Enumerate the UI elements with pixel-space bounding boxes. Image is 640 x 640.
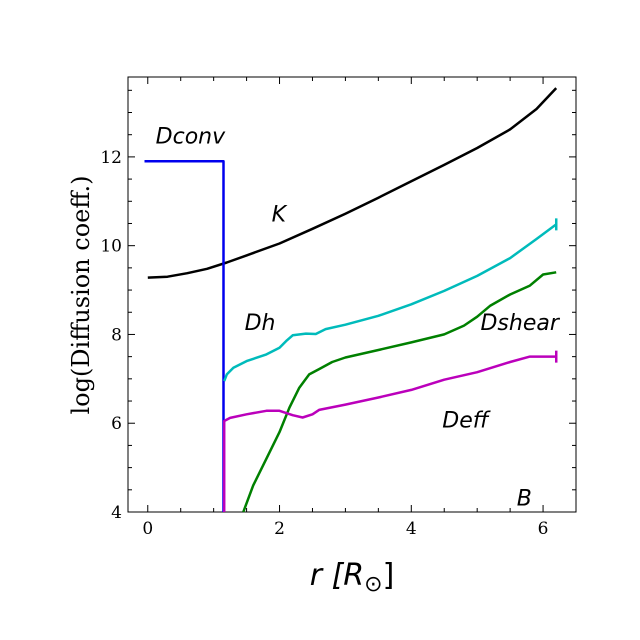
annotation-dconv: Dconv — [156, 125, 226, 150]
y-tick-label: 6 — [111, 414, 122, 434]
y-tick-label: 12 — [100, 148, 122, 168]
x-tick-label: 0 — [142, 519, 153, 539]
series-line-dh — [223, 223, 557, 382]
plot-frame — [127, 76, 577, 513]
annotation-layer: Dconv K Dh Dshear Deff B — [156, 125, 561, 512]
series-layer — [144, 87, 558, 513]
x-tick-label: 6 — [538, 519, 549, 539]
series-line-k — [147, 87, 558, 279]
y-tick-label: 10 — [100, 237, 122, 257]
y-tick-label: 4 — [111, 503, 122, 523]
x-tick-label: 2 — [274, 519, 285, 539]
y-axis-title: log(Diffusion coeff.) — [67, 175, 95, 414]
annotation-b: B — [517, 486, 532, 511]
x-axis-title-sub: ⊙ — [364, 572, 382, 597]
y-tick-label: 8 — [111, 325, 122, 345]
series-line-dshear — [242, 271, 557, 513]
annotation-dh: Dh — [245, 311, 276, 336]
annotation-deff: Deff — [442, 409, 490, 434]
x-tick-label: 4 — [406, 519, 417, 539]
series-line-deff — [222, 355, 557, 512]
axis-ticks: 0 2 4 6 4 6 8 10 12 — [100, 77, 576, 539]
x-axis-title-close: ] — [383, 558, 395, 593]
series-line-dconv — [144, 160, 225, 512]
annotation-k: K — [272, 202, 288, 227]
x-axis-title-main: r [R — [310, 558, 364, 593]
annotation-dshear: Dshear — [480, 311, 560, 336]
x-axis-title: r [R⊙] — [310, 558, 395, 597]
